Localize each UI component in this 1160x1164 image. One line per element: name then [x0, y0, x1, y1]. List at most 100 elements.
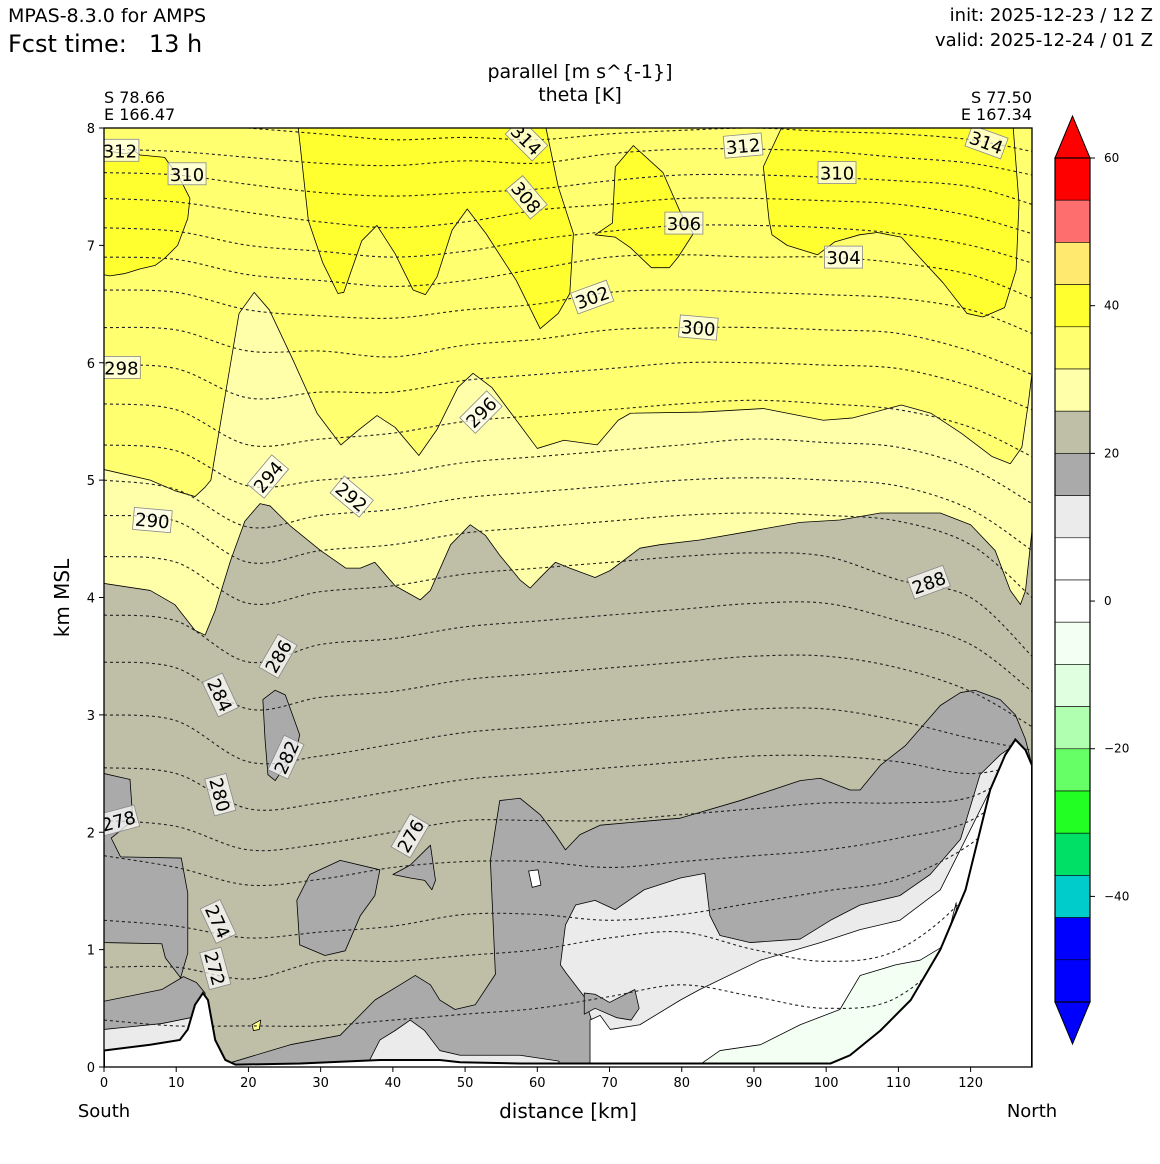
model-title: MPAS-8.3.0 for AMPS [8, 5, 206, 27]
theta-contour-280 [104, 754, 1032, 811]
start-lon: E 166.47 [104, 105, 175, 124]
colorbar-segment [1054, 959, 1091, 1003]
theta-contour-308 [104, 197, 1032, 235]
y-tick-label: 4 [87, 592, 95, 607]
wind-fill-region [369, 1019, 560, 1067]
x-tick-label: 0 [100, 1076, 108, 1091]
x-tick-label: 10 [168, 1076, 185, 1091]
theta-contour-282 [104, 707, 1032, 765]
contour-label-text: 290 [134, 510, 170, 534]
colorbar: 60 40 20 0 −20 −40 [1054, 114, 1129, 1046]
x-tick-label: 120 [958, 1076, 983, 1091]
theta-contour-312 [104, 148, 1032, 176]
theta-contour-278 [104, 761, 1032, 852]
theta-contour-298 [104, 361, 1032, 411]
colorbar-segment [1054, 284, 1091, 328]
x-tick-label: 110 [886, 1076, 911, 1091]
colorbar-segment [1054, 706, 1091, 750]
theta-contour-286 [104, 601, 1032, 692]
colorbar-segment [1054, 495, 1091, 539]
contour-label: 310 [817, 161, 857, 185]
y-tick-label: 8 [87, 122, 95, 137]
y-tick-label: 2 [87, 826, 95, 841]
colorbar-segment [1054, 621, 1091, 665]
theta-contour-274 [104, 784, 1032, 939]
colorbar-segment [1054, 748, 1091, 792]
x-tick-label: 100 [814, 1076, 839, 1091]
theta-contour-284 [104, 654, 1032, 728]
y-tick-label: 6 [87, 357, 95, 372]
contour-label: 304 [824, 245, 863, 269]
y-tick-label: 1 [87, 944, 95, 959]
theta-contour-300 [104, 326, 1032, 376]
x-tick-label: 20 [240, 1076, 257, 1091]
colorbar-segment [1054, 790, 1091, 834]
x-tick-label: 40 [385, 1076, 402, 1091]
wind-fill-region [528, 869, 542, 888]
theta-contour-290 [104, 512, 1032, 598]
fcst-time-label: Fcst time: 13 h [8, 30, 202, 58]
colorbar-segment [1054, 664, 1091, 707]
x-tick-label: 50 [457, 1076, 474, 1091]
contour-label: 298 [104, 356, 141, 379]
theta-contour-276 [104, 773, 1032, 887]
colorbar-segment [1054, 410, 1091, 454]
y-tick-label: 3 [87, 709, 95, 724]
y-axis-label: km MSL [50, 558, 74, 637]
colorbar-segment [1054, 917, 1091, 961]
theta-contour-288 [104, 552, 1032, 657]
x-tick-label: 70 [601, 1076, 618, 1091]
chart-title-line2: theta [K] [538, 84, 622, 106]
south-label: South [78, 1101, 130, 1122]
x-tick-label: 90 [746, 1076, 763, 1091]
y-axis-ticks: 0 1 2 3 4 5 6 7 8 [87, 122, 104, 1076]
end-lat: S 77.50 [971, 88, 1032, 107]
theta-contour-302 [104, 289, 1032, 334]
theta-contour-270 [104, 808, 1032, 1027]
wind-fill-region [296, 860, 381, 956]
colorbar-tick-label: 60 [1104, 151, 1119, 165]
contour-label: 300 [678, 314, 719, 341]
contour-label-text: 312 [103, 141, 137, 162]
start-lat: S 78.66 [104, 88, 165, 107]
contour-label: 312 [722, 132, 764, 159]
colorbar-segment [1054, 368, 1091, 412]
theta-contour-296 [104, 399, 1032, 458]
contour-label-text: 310 [820, 164, 854, 185]
contour-label: 312 [103, 138, 140, 162]
x-tick-label: 30 [312, 1076, 329, 1091]
colorbar-segment [1054, 326, 1091, 370]
x-axis-label: distance [km] [499, 1099, 637, 1123]
contour-label-text: 298 [104, 358, 138, 379]
colorbar-tick-label: −40 [1104, 889, 1129, 903]
contour-label-text: 306 [667, 214, 701, 235]
plot-area: 3123103143083063123103143043023002982962… [103, 128, 1032, 1067]
colorbar-tick-label: −20 [1104, 742, 1129, 756]
x-axis-ticks: 0 10 20 30 40 50 60 70 80 90 100 110 120 [100, 1067, 983, 1091]
contour-label-text: 304 [826, 248, 860, 269]
contour-label: 310 [167, 162, 207, 186]
colorbar-tick-label: 0 [1104, 594, 1112, 608]
end-lon: E 167.34 [961, 105, 1032, 124]
y-tick-label: 0 [87, 1061, 95, 1076]
colorbar-segment [1054, 832, 1091, 876]
contour-label-text: 310 [170, 165, 204, 186]
theta-contour-310 [104, 172, 1032, 205]
x-tick-label: 80 [673, 1076, 690, 1091]
colorbar-extend-bottom [1054, 1001, 1091, 1046]
fcst-label: Fcst time: [8, 30, 127, 58]
y-tick-label: 5 [87, 474, 95, 489]
colorbar-segment [1054, 199, 1091, 243]
theta-contour-306 [104, 224, 1032, 264]
y-tick-label: 7 [87, 239, 95, 254]
wind-fill-region [251, 1019, 262, 1032]
colorbar-tick-label: 40 [1104, 299, 1119, 313]
contour-label: 306 [664, 211, 704, 235]
colorbar-segment [1054, 537, 1091, 581]
colorbar-segment [1054, 453, 1091, 496]
contour-label-text: 300 [680, 317, 716, 341]
north-label: North [1007, 1101, 1057, 1122]
theta-contour-272 [104, 796, 1032, 980]
chart-title-line1: parallel [m s^{-1}] [487, 61, 672, 83]
